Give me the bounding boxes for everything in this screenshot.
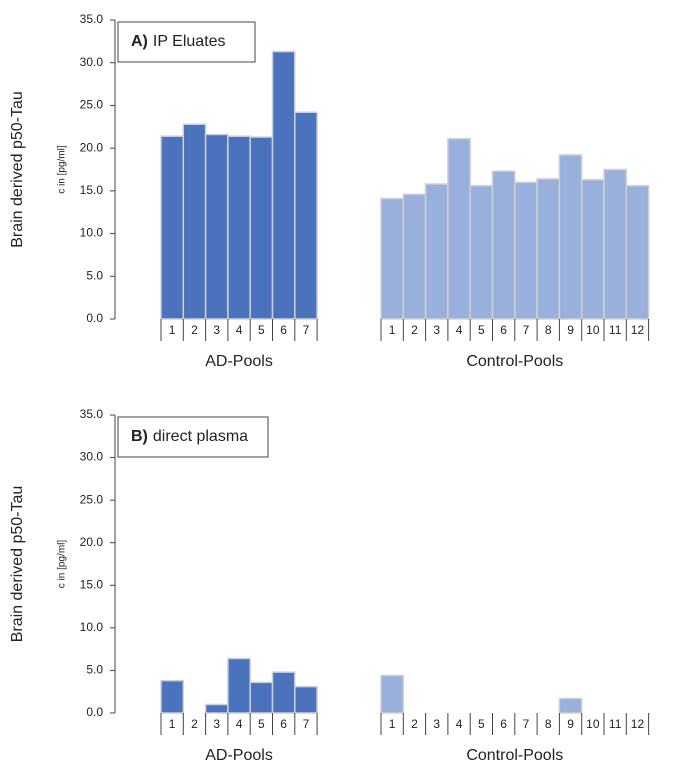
x-tick-label: 9 xyxy=(567,323,574,337)
bar xyxy=(380,197,405,320)
bar xyxy=(227,657,251,714)
y-tick-label: 20.0 xyxy=(80,140,104,154)
x-tick-label: 6 xyxy=(500,717,507,731)
y-tick-label: 5.0 xyxy=(86,268,103,282)
bar xyxy=(204,133,229,320)
x-tick-label: 3 xyxy=(433,323,440,337)
x-tick-label: 8 xyxy=(545,323,552,337)
x-tick-label: 1 xyxy=(389,717,396,731)
group-label: Control-Pools xyxy=(466,747,563,764)
bar xyxy=(424,183,449,320)
y-tick-label: 30.0 xyxy=(80,55,104,69)
title-box xyxy=(117,21,256,63)
bar xyxy=(249,681,274,714)
bar xyxy=(249,136,274,320)
bar xyxy=(160,679,185,714)
bar xyxy=(402,193,427,320)
x-tick-label: 12 xyxy=(631,717,645,731)
group-label: AD-Pools xyxy=(205,747,273,764)
bar xyxy=(294,111,318,320)
x-tick-label: 3 xyxy=(213,323,220,337)
x-tick-label: 12 xyxy=(631,323,645,337)
bar xyxy=(447,137,471,320)
bar xyxy=(580,179,605,320)
x-tick-label: 7 xyxy=(303,323,310,337)
y-tick-label: 5.0 xyxy=(86,663,103,677)
panel-title: B) direct plasma xyxy=(131,428,248,445)
bar xyxy=(227,135,251,320)
x-tick-label: 4 xyxy=(236,323,243,337)
bar xyxy=(469,184,494,320)
panel-label: A) xyxy=(131,33,148,50)
x-tick-label: 8 xyxy=(545,717,552,731)
bar xyxy=(536,178,561,320)
y-tick-label: 25.0 xyxy=(80,492,104,506)
y-tick-label: 35.0 xyxy=(80,12,104,26)
bar xyxy=(294,685,318,714)
bar xyxy=(514,181,538,320)
bar xyxy=(271,671,296,714)
title: IP Eluates xyxy=(153,33,226,50)
bar xyxy=(491,170,516,320)
x-tick-label: 11 xyxy=(609,323,622,337)
y-tick-label: 10.0 xyxy=(80,226,104,240)
y-axis-label: Brain derived p50-Tau xyxy=(9,91,26,248)
bar xyxy=(558,154,583,320)
x-tick-label: 4 xyxy=(236,717,243,731)
bar xyxy=(160,135,185,320)
bar xyxy=(380,674,405,714)
x-tick-label: 5 xyxy=(478,323,485,337)
y-tick-label: 15.0 xyxy=(80,183,104,197)
bar xyxy=(603,168,628,320)
y-axis-label: Brain derived p50-Tau xyxy=(9,486,26,643)
x-tick-label: 5 xyxy=(258,323,265,337)
x-tick-label: 10 xyxy=(586,717,600,731)
bar xyxy=(271,50,296,320)
x-tick-label: 1 xyxy=(389,323,396,337)
x-tick-label: 1 xyxy=(169,717,176,731)
x-tick-label: 6 xyxy=(280,323,287,337)
x-tick-label: 2 xyxy=(191,323,198,337)
x-tick-label: 4 xyxy=(456,323,463,337)
panel-label: B) xyxy=(131,428,148,445)
x-tick-label: 4 xyxy=(456,717,463,731)
bar xyxy=(625,184,650,320)
group-label: Control-Pools xyxy=(466,353,563,370)
y-tick-label: 35.0 xyxy=(80,407,104,421)
title-box xyxy=(117,416,269,458)
y-tick-label: 30.0 xyxy=(80,450,104,464)
x-tick-label: 2 xyxy=(411,717,418,731)
x-tick-label: 5 xyxy=(258,717,265,731)
title: direct plasma xyxy=(153,428,248,445)
y-axis-sublabel: c in [pg/ml] xyxy=(57,540,68,589)
bar xyxy=(558,697,583,714)
x-tick-label: 2 xyxy=(411,323,418,337)
x-tick-label: 7 xyxy=(303,717,310,731)
x-tick-label: 11 xyxy=(609,717,622,731)
x-tick-label: 9 xyxy=(567,717,574,731)
bar xyxy=(182,123,207,320)
x-tick-label: 6 xyxy=(500,323,507,337)
x-tick-label: 10 xyxy=(586,323,600,337)
x-tick-label: 5 xyxy=(478,717,485,731)
y-tick-label: 25.0 xyxy=(80,98,104,112)
x-tick-label: 3 xyxy=(433,717,440,731)
x-tick-label: 6 xyxy=(280,717,287,731)
x-tick-label: 2 xyxy=(191,717,198,731)
x-tick-label: 7 xyxy=(523,717,530,731)
y-axis-sublabel: c in [pg/ml] xyxy=(57,145,68,194)
y-tick-label: 0.0 xyxy=(86,705,103,719)
y-tick-label: 0.0 xyxy=(86,311,103,325)
bar xyxy=(204,703,229,714)
y-tick-label: 20.0 xyxy=(80,535,104,549)
panel-title: A) IP Eluates xyxy=(131,33,226,50)
group-label: AD-Pools xyxy=(205,353,273,370)
x-tick-label: 7 xyxy=(523,323,530,337)
y-tick-label: 10.0 xyxy=(80,620,104,634)
x-tick-label: 3 xyxy=(213,717,220,731)
y-tick-label: 15.0 xyxy=(80,577,104,591)
x-tick-label: 1 xyxy=(169,323,176,337)
